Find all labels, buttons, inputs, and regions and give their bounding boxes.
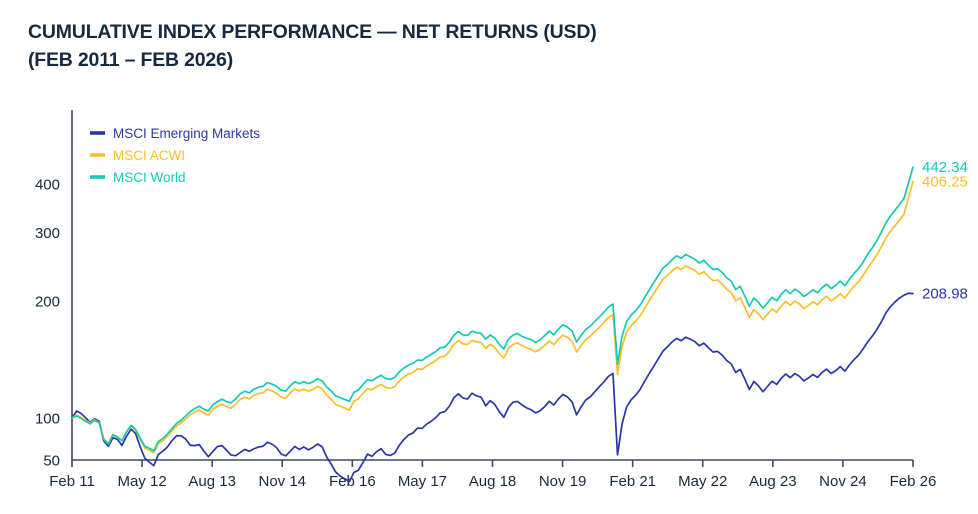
y-axis-ticks: 50 100 200 300 400: [35, 177, 60, 470]
x-tick-label: Feb 11: [49, 473, 95, 490]
x-axis-ticks: Feb 11 May 12 Aug 13 Nov 14 Feb 16 May 17 Aug …: [49, 460, 936, 490]
series-line: [71, 166, 914, 452]
series-end-label: 442.34: [922, 159, 968, 176]
y-tick-label: 300: [35, 225, 60, 242]
x-tick-label: May 17: [398, 473, 447, 490]
x-tick-label: Feb 21: [609, 473, 656, 490]
y-tick-label: 100: [35, 411, 60, 428]
chart-legend[interactable]: MSCI Emerging Markets MSCI ACWI MSCI World: [90, 126, 260, 185]
x-tick-label: Aug 13: [188, 473, 236, 490]
y-tick-label: 400: [35, 177, 60, 194]
x-tick-label: Feb 26: [890, 473, 937, 490]
x-tick-label: Nov 14: [258, 473, 306, 490]
x-tick-label: Aug 18: [469, 473, 517, 490]
page-title: CUMULATIVE INDEX PERFORMANCE — NET RETUR…: [28, 21, 597, 72]
x-tick-label: Aug 23: [749, 473, 797, 490]
axis-lines: [71, 110, 913, 461]
series-lines: [71, 166, 914, 483]
series-line: [71, 292, 914, 483]
legend-item-label[interactable]: MSCI World: [113, 170, 186, 185]
y-tick-label: 200: [35, 294, 60, 311]
legend-item-label[interactable]: MSCI ACWI: [113, 148, 185, 163]
legend-item-label[interactable]: MSCI Emerging Markets: [113, 126, 260, 141]
series-end-label: 208.98: [922, 286, 968, 303]
y-tick-label: 50: [43, 453, 60, 470]
series-end-label: 406.25: [922, 173, 968, 190]
series-line: [71, 180, 914, 454]
x-tick-label: Nov 19: [539, 473, 587, 490]
x-tick-label: Nov 24: [819, 473, 867, 490]
x-tick-label: May 12: [117, 473, 166, 490]
x-tick-label: May 22: [678, 473, 727, 490]
